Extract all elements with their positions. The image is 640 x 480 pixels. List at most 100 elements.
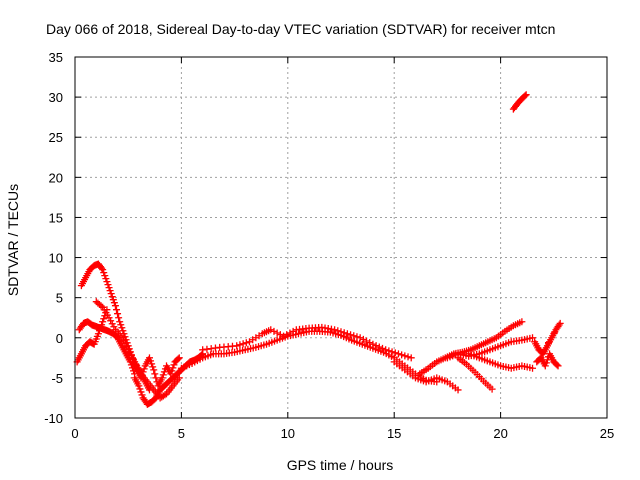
- data-point: [347, 331, 355, 339]
- data-point: [105, 284, 113, 292]
- data-point: [145, 354, 153, 362]
- data-point: [378, 344, 386, 352]
- data-point: [115, 314, 123, 322]
- data-point: [148, 360, 156, 368]
- data-point: [116, 318, 124, 326]
- data-point: [101, 272, 109, 280]
- data-point: [109, 296, 117, 304]
- data-point: [289, 327, 297, 335]
- data-point: [104, 281, 112, 289]
- data-point: [407, 354, 415, 362]
- y-tick-label: 30: [49, 90, 63, 105]
- data-point: [150, 366, 158, 374]
- series-outlier: [509, 91, 530, 113]
- data-point: [556, 319, 564, 327]
- data-point: [529, 364, 537, 372]
- data-point: [98, 321, 106, 329]
- y-tick-label: 15: [49, 210, 63, 225]
- data-point: [158, 374, 166, 382]
- data-point: [391, 349, 399, 357]
- data-point: [94, 330, 102, 338]
- data-point: [359, 335, 367, 343]
- series-valley-spread: [128, 354, 183, 390]
- data-point: [366, 339, 374, 347]
- data-point: [121, 340, 129, 348]
- data-point: [100, 315, 108, 323]
- y-tick-label: 25: [49, 130, 63, 145]
- data-point: [105, 314, 113, 322]
- x-tick-label: 15: [387, 426, 401, 441]
- data-point: [124, 346, 132, 354]
- data-point: [233, 342, 241, 350]
- data-point: [488, 385, 496, 393]
- data-point: [100, 269, 108, 277]
- data-point: [276, 331, 284, 339]
- data-point: [169, 364, 177, 372]
- data-point: [541, 362, 549, 370]
- x-tick-label: 0: [71, 426, 78, 441]
- series-daytime-upper: [199, 323, 415, 362]
- y-tick-label: 5: [56, 291, 63, 306]
- data-point: [369, 340, 377, 348]
- data-point: [273, 329, 281, 337]
- chart-title: Day 066 of 2018, Sidereal Day-to-day VTE…: [46, 21, 555, 37]
- data-point: [138, 391, 146, 399]
- data-point: [280, 332, 288, 340]
- data-point: [168, 367, 176, 375]
- data-point: [97, 324, 105, 332]
- data-point: [555, 321, 563, 329]
- data-point: [343, 330, 351, 338]
- data-point: [119, 327, 127, 335]
- data-point: [542, 359, 550, 367]
- data-point: [331, 326, 339, 334]
- data-marks: [73, 91, 564, 408]
- data-point: [550, 329, 558, 337]
- axis-ticks: 0 5 10 15 20 25 -10 -5 0 5 10 15 20 25 30 35: [44, 50, 614, 441]
- data-point: [107, 317, 115, 325]
- data-point: [242, 339, 250, 347]
- data-point: [553, 361, 561, 369]
- data-point: [350, 332, 358, 340]
- data-point: [239, 340, 247, 348]
- data-point: [99, 266, 107, 274]
- data-point: [149, 363, 157, 371]
- data-point: [138, 371, 146, 379]
- data-point: [102, 275, 110, 283]
- data-point: [140, 365, 148, 373]
- data-point: [529, 334, 537, 342]
- data-point: [139, 368, 147, 376]
- data-point: [363, 337, 371, 345]
- data-point: [236, 341, 244, 349]
- y-tick-label: 20: [49, 170, 63, 185]
- data-point: [121, 333, 129, 341]
- data-point: [118, 334, 126, 342]
- data-point: [170, 361, 178, 369]
- data-point: [286, 329, 294, 337]
- data-point: [283, 331, 291, 339]
- data-point: [97, 302, 105, 310]
- x-axis-label: GPS time / hours: [287, 457, 394, 473]
- data-point: [136, 385, 144, 393]
- y-tick-label: 35: [49, 50, 63, 65]
- data-point: [375, 343, 383, 351]
- data-point: [372, 342, 380, 350]
- data-point: [174, 355, 182, 363]
- data-point: [111, 302, 119, 310]
- x-tick-label: 20: [493, 426, 507, 441]
- data-point: [126, 349, 134, 357]
- data-point: [454, 386, 462, 394]
- data-point: [106, 287, 114, 295]
- data-point: [518, 318, 526, 326]
- data-point: [151, 370, 159, 378]
- data-point: [175, 374, 183, 382]
- y-tick-label: 0: [56, 331, 63, 346]
- data-point: [334, 327, 342, 335]
- data-point: [398, 351, 406, 359]
- y-tick-label: -5: [51, 371, 63, 386]
- series-end-cluster: [531, 319, 564, 370]
- series-late-flat: [465, 350, 537, 372]
- x-tick-label: 5: [178, 426, 185, 441]
- data-point: [521, 92, 529, 100]
- data-point: [123, 343, 131, 351]
